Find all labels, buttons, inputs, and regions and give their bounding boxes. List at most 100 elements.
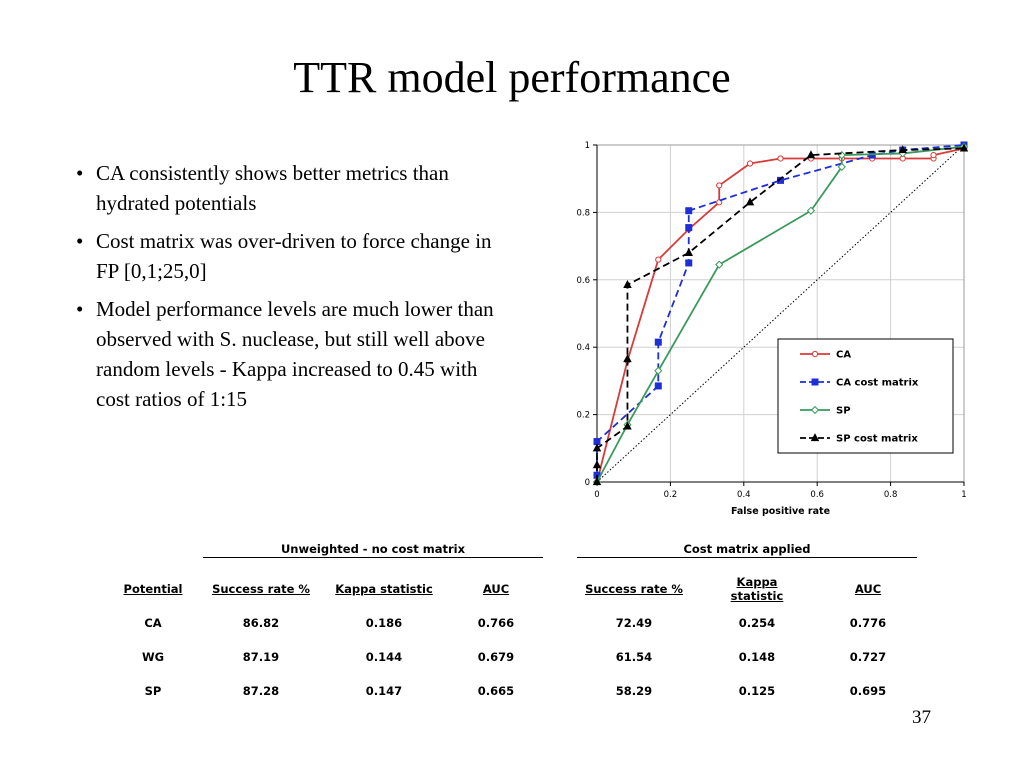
table-cell: 0.144 [365,650,403,664]
column-header: AUC [482,582,510,596]
group-header-cost-matrix: Cost matrix applied [683,542,811,556]
column-header: Potential [123,582,183,596]
point-marker [930,152,937,159]
x-tick-label: 1 [961,490,966,500]
point-marker [715,260,724,269]
table-cell: 0.665 [477,684,515,698]
point-marker [898,145,907,154]
point-marker [655,256,662,263]
x-tick-label: 0.2 [664,490,678,500]
column-header: Kappa statistic [335,582,433,596]
bullet-text: CA consistently shows better metrics tha… [96,161,449,215]
point-marker [810,405,820,415]
point-marker [685,207,693,215]
point-marker [685,224,693,232]
bullet-text: Model performance levels are much lower … [96,297,494,411]
table-cell: 0.695 [849,684,887,698]
table-row: SP 87.28 0.147 0.665 58.29 0.125 0.695 [110,674,940,708]
table-row: WG 87.19 0.144 0.679 61.54 0.148 0.727 [110,640,940,674]
y-tick-label: 0.2 [576,411,590,421]
chart-series [592,141,969,487]
point-marker [592,443,602,452]
bullet-dot-icon: • [76,229,84,253]
x-tick-label: 0.4 [737,490,751,500]
series-sp-cost-matrix [592,143,969,486]
legend-label: SP cost matrix [836,434,918,445]
point-marker [685,259,693,267]
table-cell: 0.186 [365,616,403,630]
y-tick-label: 0.4 [576,343,590,353]
group-header-unweighted: Unweighted - no cost matrix [280,542,466,556]
chart-legend: CA CA cost matrix SP SP cost matrix [777,338,954,454]
table-cell: SP [144,684,162,698]
point-marker [806,150,816,159]
table-cell: 0.776 [849,616,887,630]
table-cell: 86.82 [242,616,280,630]
y-tick-label: 0 [585,478,590,488]
table-cell: 72.49 [615,616,653,630]
point-marker [806,206,816,215]
random-reference-line [596,144,965,483]
chart-axes: 0 0.2 0.4 0.6 0.8 1 0 0.2 0.4 0.6 0.8 1 [576,141,966,500]
point-marker [716,182,723,189]
column-header: Success rate % [585,582,683,596]
legend-label: CA [836,350,851,361]
legend-box [777,338,954,454]
bullet-item: • Model performance levels are much lower… [74,294,494,414]
group-header-rule [203,557,543,558]
roc-chart: 0 0.2 0.4 0.6 0.8 1 0 0.2 0.4 0.6 0.8 1 CA CA cost m… [576,141,969,517]
slide-title: TTR model performance [293,53,731,102]
point-marker [654,338,662,346]
table-cell: 0.147 [365,684,403,698]
point-marker [623,279,632,288]
y-tick-label: 1 [585,141,590,151]
point-marker [811,350,819,358]
table-row: CA 86.82 0.186 0.766 72.49 0.254 0.776 [110,606,940,640]
point-marker [623,421,632,430]
x-tick-label: 0.8 [884,490,898,500]
point-marker [745,197,755,206]
point-marker [746,160,754,167]
legend-label: CA cost matrix [836,378,919,389]
bullet-item: • CA consistently shows better metrics th… [74,158,494,218]
table-cell: WG [141,650,165,664]
bullet-dot-icon: • [76,161,84,185]
table-cell: 87.28 [242,684,280,698]
table-cell: CA [144,616,162,630]
table-cell: 0.125 [738,684,776,698]
table-cell: 0.727 [849,650,887,664]
table-cell: 61.54 [615,650,653,664]
bullet-text: Cost matrix was over-driven to force cha… [96,229,492,283]
table-cell: 0.254 [738,616,776,630]
point-marker [592,460,602,469]
bullet-item: • Cost matrix was over-driven to force ch… [74,226,494,286]
table-cell: 0.679 [477,650,515,664]
y-tick-label: 0.6 [576,276,590,286]
x-tick-label: 0.6 [810,490,824,500]
bullet-dot-icon: • [76,297,84,321]
point-marker [811,378,819,386]
point-marker [623,354,632,363]
x-axis-label: False positive rate [731,506,830,517]
y-tick-label: 0.8 [576,208,590,218]
column-header: Success rate % [212,582,310,596]
table-cell: 0.766 [477,616,515,630]
bullet-list: • CA consistently shows better metrics th… [74,158,494,422]
point-marker [592,477,602,486]
table-cell: 87.19 [242,650,280,664]
legend-label: SP [836,406,851,417]
point-marker [837,162,846,172]
column-header: Kappa statistic [730,575,784,603]
table-header-row: Potential Success rate % Kappa statistic… [110,572,940,606]
x-tick-label: 0 [594,490,599,500]
table-cell: 0.148 [738,650,776,664]
column-header: AUC [854,582,882,596]
results-table: Potential Success rate % Kappa statistic… [110,572,940,708]
point-marker [654,366,663,375]
table-cell: 58.29 [615,684,653,698]
group-header-rule [577,557,917,558]
point-marker [959,143,969,152]
point-marker [777,155,784,162]
point-marker [654,382,662,390]
page-number: 37 [912,707,931,728]
